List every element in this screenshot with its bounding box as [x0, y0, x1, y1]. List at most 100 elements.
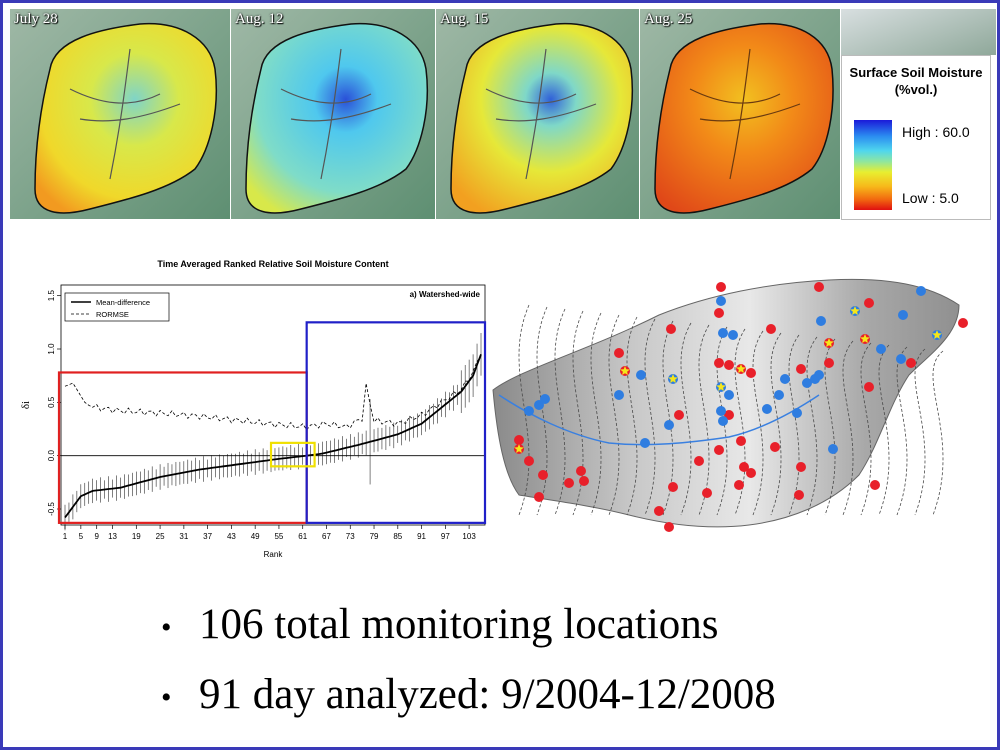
- moisture-map-image: [436, 9, 639, 219]
- x-tick-label: 91: [417, 532, 426, 541]
- star-icon: [932, 330, 942, 339]
- monitoring-point-red: [714, 358, 724, 368]
- moisture-panel-aug-12: Aug. 12: [231, 9, 435, 219]
- monitoring-point-red: [814, 282, 824, 292]
- x-tick-label: 49: [251, 532, 260, 541]
- monitoring-point-red: [958, 318, 968, 328]
- x-tick-label: 31: [179, 532, 188, 541]
- star-icon: [736, 364, 746, 373]
- star-icon: [824, 338, 834, 347]
- contour-line: [770, 332, 782, 516]
- monitoring-point-red: [576, 466, 586, 476]
- x-tick-label: 5: [79, 532, 84, 541]
- monitoring-point-red: [514, 435, 524, 445]
- monitoring-point-red: [666, 324, 676, 334]
- x-tick-label: 37: [203, 532, 212, 541]
- contour-line: [860, 342, 872, 516]
- x-tick-label: 25: [156, 532, 165, 541]
- monitoring-point-blue: [724, 390, 734, 400]
- contour-line: [896, 346, 908, 516]
- legend-title: Surface Soil Moisture (%vol.): [849, 65, 983, 97]
- panel-date-label: July 28: [14, 11, 58, 27]
- panel-date-label: Aug. 25: [644, 11, 693, 27]
- monitoring-point-blue: [614, 390, 624, 400]
- moisture-map-image: [10, 9, 230, 219]
- star-icon: [716, 382, 726, 391]
- panel-date-label: Aug. 12: [235, 11, 284, 27]
- contour-line: [518, 304, 530, 516]
- monitoring-point-blue: [916, 286, 926, 296]
- monitoring-point-red: [864, 298, 874, 308]
- monitoring-point-red: [534, 492, 544, 502]
- monitoring-point-red: [746, 468, 756, 478]
- bullet-text: 106 total monitoring locations: [199, 601, 719, 648]
- x-tick-label: 55: [274, 532, 283, 541]
- monitoring-point-red: [564, 478, 574, 488]
- monitoring-point-red: [746, 368, 756, 378]
- contour-line: [914, 348, 926, 516]
- x-tick-label: 9: [94, 532, 99, 541]
- monitoring-point-red: [714, 308, 724, 318]
- x-tick-label: 43: [227, 532, 236, 541]
- contour-line: [644, 318, 656, 516]
- monitoring-point-red: [864, 382, 874, 392]
- legend-label-rormse: RORMSE: [96, 310, 129, 319]
- star-icon: [850, 306, 860, 315]
- monitoring-point-red: [614, 348, 624, 358]
- monitoring-point-red: [770, 442, 780, 452]
- monitoring-point-blue: [876, 344, 886, 354]
- monitoring-point-red: [716, 282, 726, 292]
- series-line-mean-difference: [64, 353, 482, 519]
- bullet-item: • 106 total monitoring locations: [161, 600, 719, 649]
- monitoring-point-blue: [728, 330, 738, 340]
- moisture-panel-aug-25: Aug. 25: [640, 9, 840, 219]
- moisture-legend: Surface Soil Moisture (%vol.) High : 60.…: [841, 55, 991, 220]
- highlight-box: [305, 321, 487, 524]
- monitoring-point-red: [734, 480, 744, 490]
- monitoring-point-blue: [716, 406, 726, 416]
- stream-line: [498, 394, 820, 446]
- monitoring-point-red: [796, 364, 806, 374]
- star-icon: [620, 366, 630, 375]
- x-tick-label: 97: [441, 532, 450, 541]
- contour-line: [698, 324, 710, 516]
- contour-line: [680, 322, 692, 516]
- bullet-dot-icon: •: [161, 681, 172, 715]
- highlight-box: [57, 371, 308, 524]
- star-icon: [668, 374, 678, 383]
- monitoring-point-blue: [792, 408, 802, 418]
- watershed-monitoring-map: [492, 278, 968, 532]
- bullet-item: • 91 day analyzed: 9/2004-12/2008: [161, 670, 776, 719]
- series-line-rormse: [64, 356, 482, 431]
- monitoring-point-red: [538, 470, 548, 480]
- ranked-soil-moisture-chart: Time Averaged Ranked Relative Soil Moist…: [20, 259, 487, 559]
- contour-line: [716, 326, 728, 516]
- contour-line: [626, 316, 638, 516]
- monitoring-point-red: [906, 358, 916, 368]
- x-tick-label: 85: [393, 532, 402, 541]
- contour-line: [752, 330, 764, 516]
- y-tick-label: 1.0: [47, 343, 56, 355]
- moisture-map-image: [640, 9, 840, 219]
- contour-line: [572, 310, 584, 516]
- x-tick-label: 61: [298, 532, 307, 541]
- monitoring-point-red: [694, 456, 704, 466]
- monitoring-point-blue: [664, 420, 674, 430]
- monitoring-point-red: [664, 522, 674, 532]
- monitoring-point-blue: [828, 444, 838, 454]
- x-tick-label: 13: [108, 532, 117, 541]
- monitoring-point-red: [654, 506, 664, 516]
- legend-color-ramp: [854, 120, 892, 210]
- top-right-background: [841, 9, 996, 55]
- contour-line: [806, 336, 818, 516]
- contour-line: [824, 338, 836, 516]
- highlight-box: [269, 441, 316, 468]
- monitoring-point-blue: [716, 296, 726, 306]
- monitoring-point-red: [736, 436, 746, 446]
- monitoring-point-red: [796, 462, 806, 472]
- moisture-panel-aug-15: Aug. 15: [436, 9, 639, 219]
- monitoring-point-blue: [816, 316, 826, 326]
- monitoring-point-blue: [802, 378, 812, 388]
- x-tick-label: 103: [462, 532, 476, 541]
- chart-legend-box: [64, 292, 170, 322]
